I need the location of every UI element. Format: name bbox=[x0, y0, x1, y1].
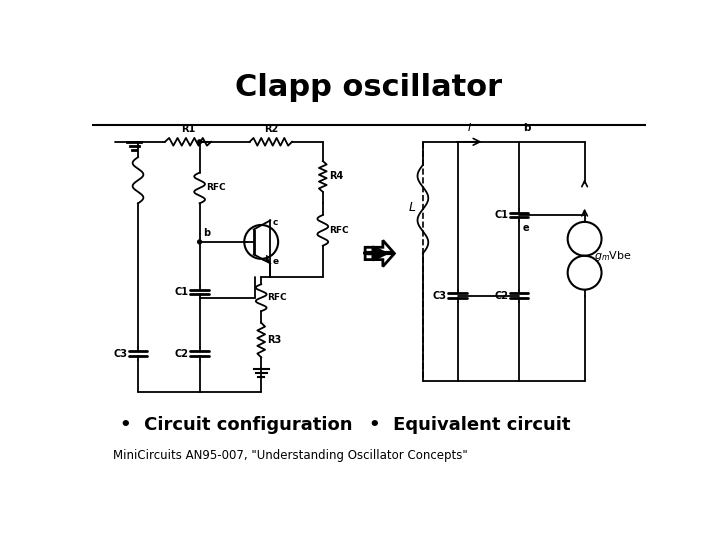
Text: b: b bbox=[204, 228, 210, 238]
Text: C3: C3 bbox=[433, 291, 447, 301]
Text: C1: C1 bbox=[175, 287, 189, 297]
Text: e: e bbox=[523, 222, 530, 233]
Text: R4: R4 bbox=[329, 172, 343, 181]
Text: C2: C2 bbox=[175, 348, 189, 359]
Text: RFC: RFC bbox=[206, 184, 225, 192]
Text: $g_m$Vbe: $g_m$Vbe bbox=[594, 249, 631, 263]
Polygon shape bbox=[365, 240, 395, 267]
Text: RFC: RFC bbox=[267, 293, 287, 302]
Text: I: I bbox=[467, 123, 471, 132]
Text: e: e bbox=[273, 256, 279, 266]
Text: L: L bbox=[408, 201, 415, 214]
Text: b: b bbox=[523, 123, 531, 132]
Text: C2: C2 bbox=[495, 291, 508, 301]
Text: R1: R1 bbox=[181, 124, 195, 134]
Text: C1: C1 bbox=[495, 210, 508, 220]
Circle shape bbox=[198, 140, 202, 144]
Text: •  Circuit configuration: • Circuit configuration bbox=[120, 416, 352, 434]
Text: •  Equivalent circuit: • Equivalent circuit bbox=[369, 416, 570, 434]
Text: MiniCircuits AN95-007, "Understanding Oscillator Concepts": MiniCircuits AN95-007, "Understanding Os… bbox=[113, 449, 468, 462]
Text: RFC: RFC bbox=[329, 226, 348, 235]
Text: c: c bbox=[273, 218, 278, 227]
Circle shape bbox=[198, 240, 202, 244]
Text: C3: C3 bbox=[113, 348, 127, 359]
Text: R2: R2 bbox=[264, 124, 279, 134]
Text: R3: R3 bbox=[267, 335, 282, 346]
Text: Clapp oscillator: Clapp oscillator bbox=[235, 73, 503, 103]
